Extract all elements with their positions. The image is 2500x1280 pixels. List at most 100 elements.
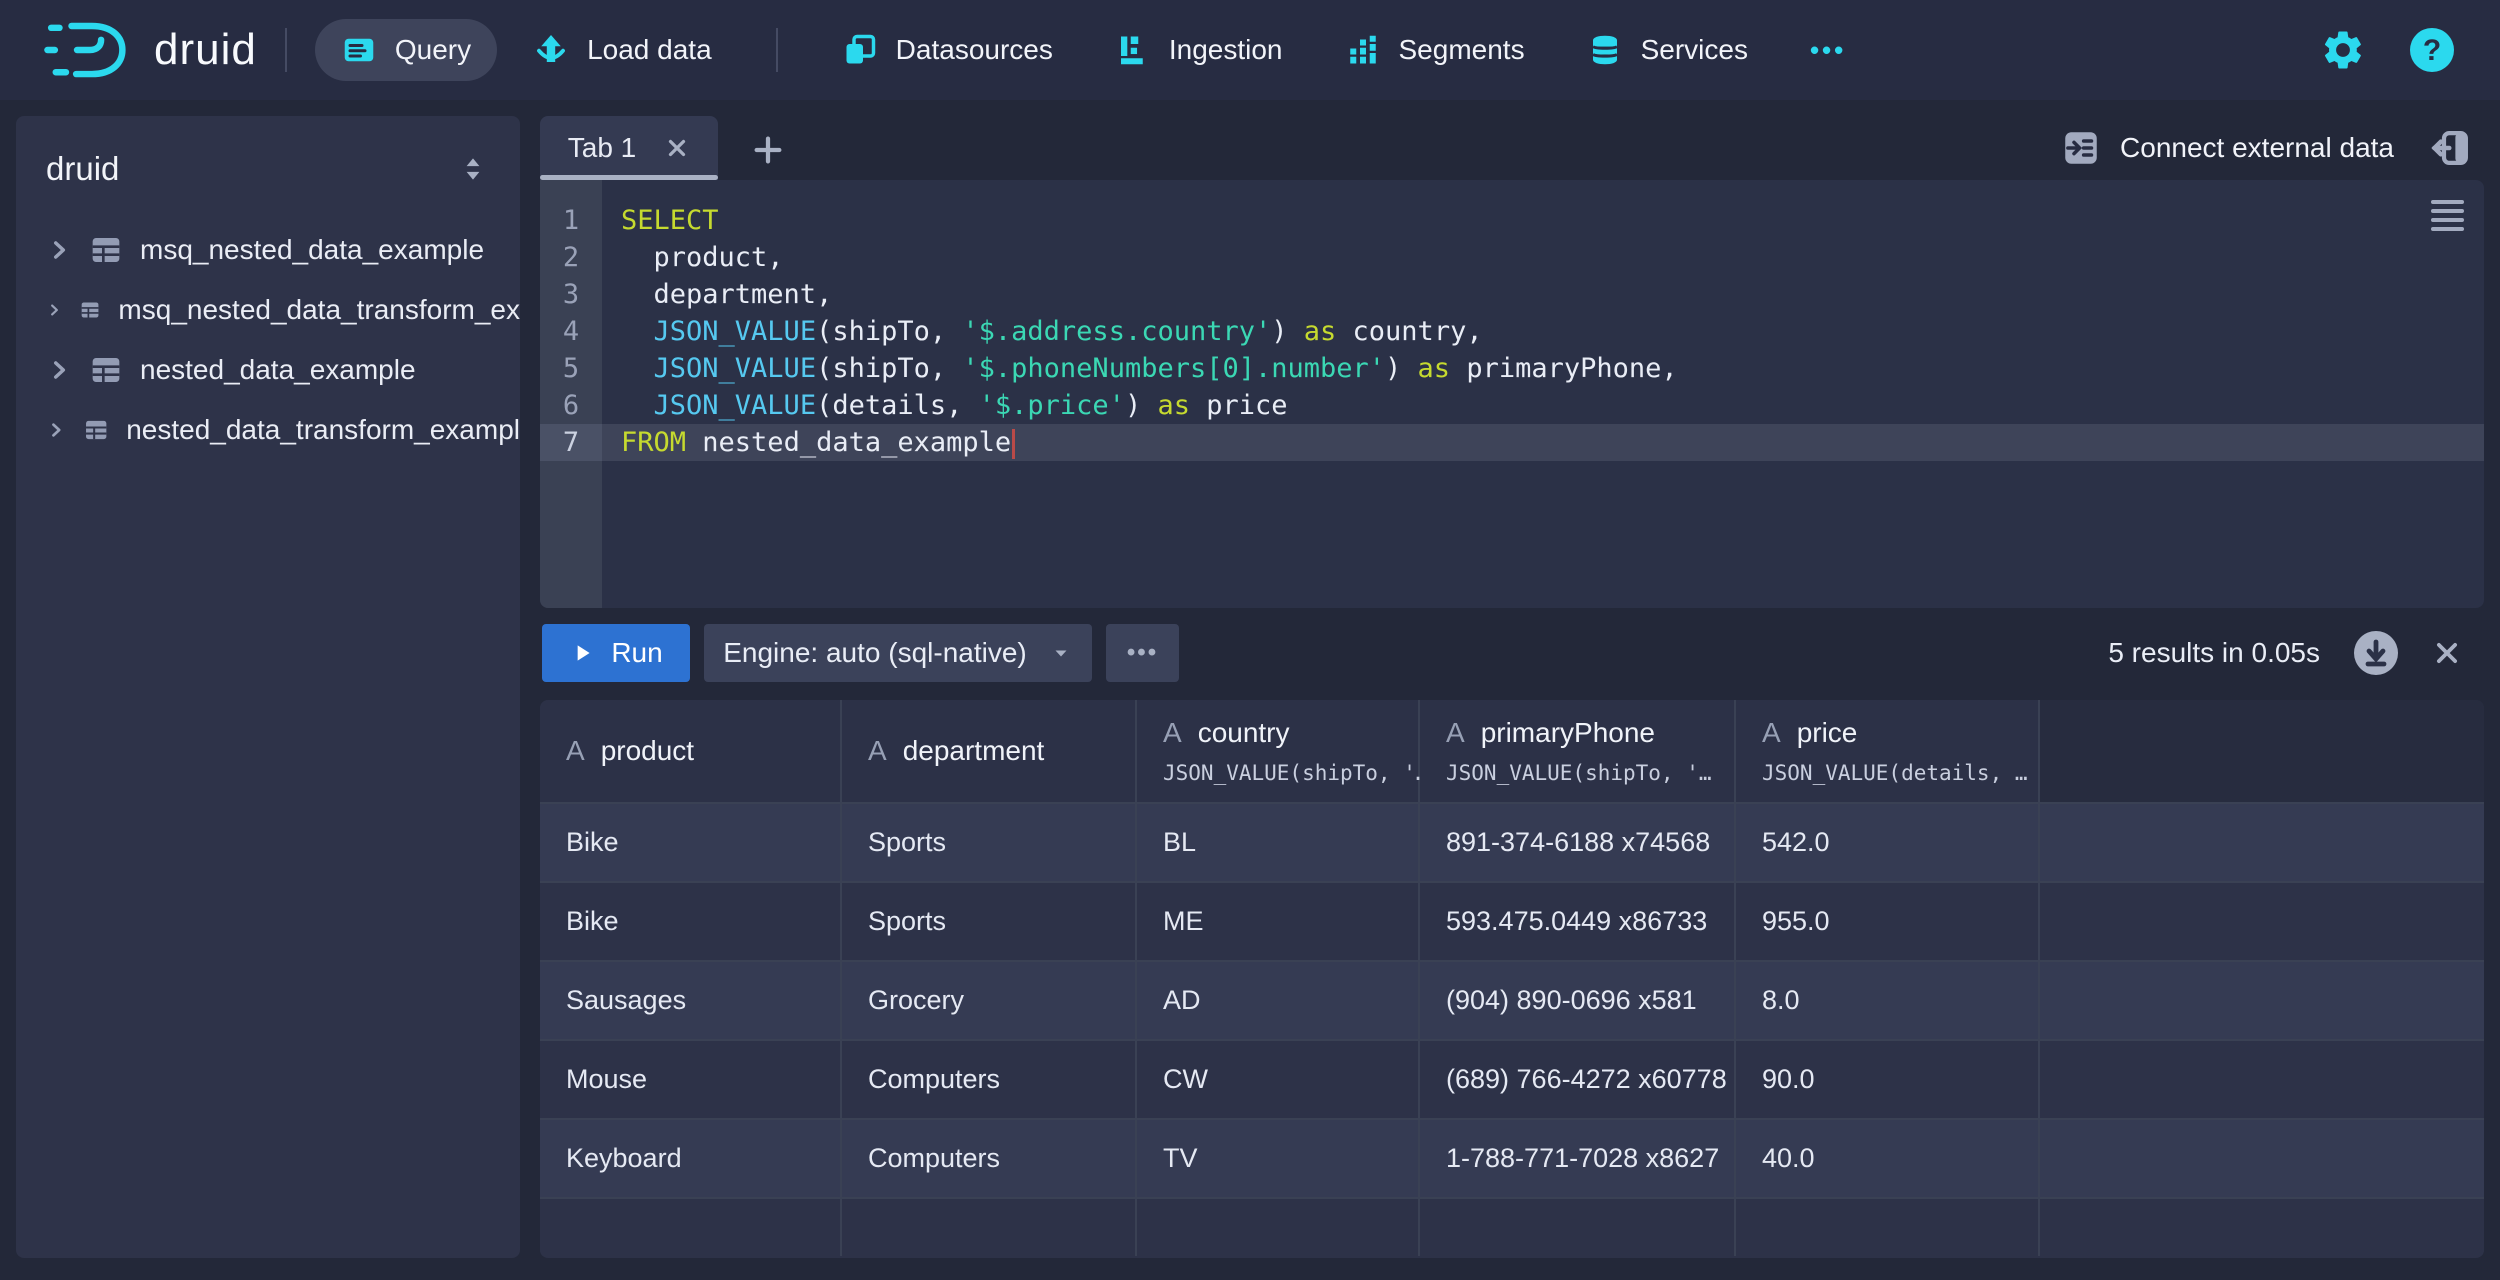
table-cell[interactable]: Mouse — [540, 1041, 842, 1120]
table-cell[interactable]: Keyboard — [540, 1120, 842, 1199]
table-icon — [92, 358, 120, 382]
partial-row-cell — [540, 1199, 842, 1256]
segments-icon — [1349, 35, 1376, 64]
sidebar-table-msq-nested-data-transform-ex[interactable]: msq_nested_data_transform_ex — [16, 280, 520, 340]
table-cell[interactable]: Bike — [540, 883, 842, 962]
play-icon — [577, 645, 590, 661]
table-cell[interactable]: TV — [1137, 1120, 1420, 1199]
nav-item-label: Load data — [587, 34, 712, 65]
table-cell[interactable]: 542.0 — [1736, 804, 2040, 883]
new-tab-button[interactable] — [746, 128, 790, 172]
string-type-icon: A — [1446, 717, 1465, 748]
hide-panel-icon[interactable] — [2430, 127, 2472, 169]
editor-line-7: 7 FROM nested_data_example — [540, 424, 2484, 461]
line-number: 4 — [540, 313, 602, 350]
close-results-icon[interactable] — [2432, 638, 2462, 668]
table-cell[interactable]: ME — [1137, 883, 1420, 962]
help-icon[interactable]: ? — [2408, 26, 2456, 74]
column-name: product — [600, 735, 695, 766]
table-cell[interactable]: Sports — [842, 883, 1137, 962]
nav-item-datasources[interactable]: Datasources — [816, 19, 1079, 81]
table-cell[interactable]: (904) 890-0696 x581 — [1420, 962, 1736, 1041]
sidebar-table-nested-data-transform-exampl[interactable]: nested_data_transform_exampl — [16, 400, 520, 460]
connect-external-data-button[interactable]: Connect external data — [2060, 127, 2394, 169]
editor-menu-icon[interactable] — [2431, 200, 2464, 231]
table-cell[interactable]: (689) 766-4272 x60778 — [1420, 1041, 1736, 1120]
run-more-button[interactable]: ••• — [1106, 624, 1179, 682]
schema-header: druid — [16, 116, 520, 198]
schema-title: druid — [46, 150, 120, 187]
editor-line-6: 6 JSON_VALUE(details, '$.price') as pric… — [540, 387, 2484, 424]
code-text: SELECT — [621, 205, 719, 236]
table-cell[interactable]: Computers — [842, 1120, 1137, 1199]
table-cell[interactable]: Grocery — [842, 962, 1137, 1041]
table-cell[interactable]: Computers — [842, 1041, 1137, 1120]
table-cell[interactable]: 891-374-6188 x74568 — [1420, 804, 1736, 883]
engine-label: Engine: auto (sql-native) — [723, 637, 1027, 668]
editor-lines: 1 SELECT 2 product, 3 department, 4 JSON_VAL… — [540, 202, 2484, 461]
nav-item-load-data[interactable]: Load data — [507, 19, 738, 81]
column-expression: JSON_VALUE(details, … — [1762, 761, 2028, 785]
table-cell[interactable]: 1-788-771-7028 x8627 — [1420, 1120, 1736, 1199]
close-tab-icon[interactable] — [664, 135, 690, 161]
tab-1[interactable]: Tab 1 — [540, 116, 718, 180]
results-status: 5 results in 0.05s — [2108, 637, 2320, 668]
chevron-right-icon — [52, 423, 61, 437]
table-cell[interactable]: 90.0 — [1736, 1041, 2040, 1120]
double-caret-vertical-icon[interactable] — [456, 152, 490, 186]
column-name: department — [902, 735, 1045, 766]
chevron-right-icon — [54, 361, 66, 379]
table-cell[interactable]: 8.0 — [1736, 962, 2040, 1041]
druid-logo-icon — [44, 22, 126, 78]
table-cell[interactable]: 955.0 — [1736, 883, 2040, 962]
table-cell[interactable]: Sausages — [540, 962, 842, 1041]
column-name: primaryPhone — [1480, 717, 1655, 748]
table-cell[interactable]: AD — [1137, 962, 1420, 1041]
query-icon — [344, 38, 374, 62]
line-number: 3 — [540, 276, 602, 313]
table-cell[interactable]: Bike — [540, 804, 842, 883]
nav-item-segments[interactable]: Segments — [1319, 19, 1551, 81]
nav-item-query[interactable]: Query — [314, 19, 498, 81]
table-cell[interactable]: CW — [1137, 1041, 1420, 1120]
sidebar-table-msq-nested-data-example[interactable]: msq_nested_data_example — [16, 220, 520, 280]
table-cell[interactable]: BL — [1137, 804, 1420, 883]
table-name: msq_nested_data_transform_ex — [118, 294, 520, 325]
download-icon[interactable] — [2352, 629, 2400, 677]
nav-item-services[interactable]: Services — [1561, 19, 1774, 81]
line-number: 7 — [540, 424, 602, 461]
nav-item-label: Services — [1640, 34, 1748, 65]
engine-select[interactable]: Engine: auto (sql-native) — [704, 624, 1092, 682]
row-empty-cell — [2040, 1041, 2484, 1120]
code-text: JSON_VALUE(shipTo, '$.address.country') … — [653, 316, 1483, 347]
table-cell[interactable]: 40.0 — [1736, 1120, 2040, 1199]
services-icon — [1591, 35, 1618, 65]
run-button[interactable]: Run — [542, 624, 690, 682]
nav-item-ingestion[interactable]: Ingestion — [1089, 19, 1309, 81]
gear-icon[interactable] — [2320, 27, 2366, 73]
string-type-icon: A — [566, 735, 585, 766]
table-cell[interactable]: Sports — [842, 804, 1137, 883]
table-cell[interactable]: 593.475.0449 x86733 — [1420, 883, 1736, 962]
nav-item-label: Datasources — [895, 34, 1053, 65]
datasources-icon — [846, 34, 875, 64]
line-number: 1 — [540, 202, 602, 239]
tab-bar: Tab 1 Connect external — [540, 116, 2484, 180]
connect-external-data-icon — [2065, 132, 2097, 164]
table-name: nested_data_example — [140, 354, 416, 385]
editor-line-5: 5 JSON_VALUE(shipTo, '$.phoneNumbers[0].… — [540, 350, 2484, 387]
editor-line-3: 3 department, — [540, 276, 2484, 313]
sql-editor[interactable]: 1 SELECT 2 product, 3 department, 4 JSON_VAL… — [540, 180, 2484, 608]
row-empty-cell — [2040, 883, 2484, 962]
row-empty-cell — [2040, 962, 2484, 1041]
nav-item-more[interactable]: ••• — [1784, 19, 1872, 81]
partial-row-cell — [842, 1199, 1137, 1256]
druid-logo[interactable]: druid — [42, 13, 257, 87]
sidebar-table-nested-data-example[interactable]: nested_data_example — [16, 340, 520, 400]
run-bar: Run Engine: auto (sql-native) ••• 5 resu… — [540, 608, 2484, 700]
